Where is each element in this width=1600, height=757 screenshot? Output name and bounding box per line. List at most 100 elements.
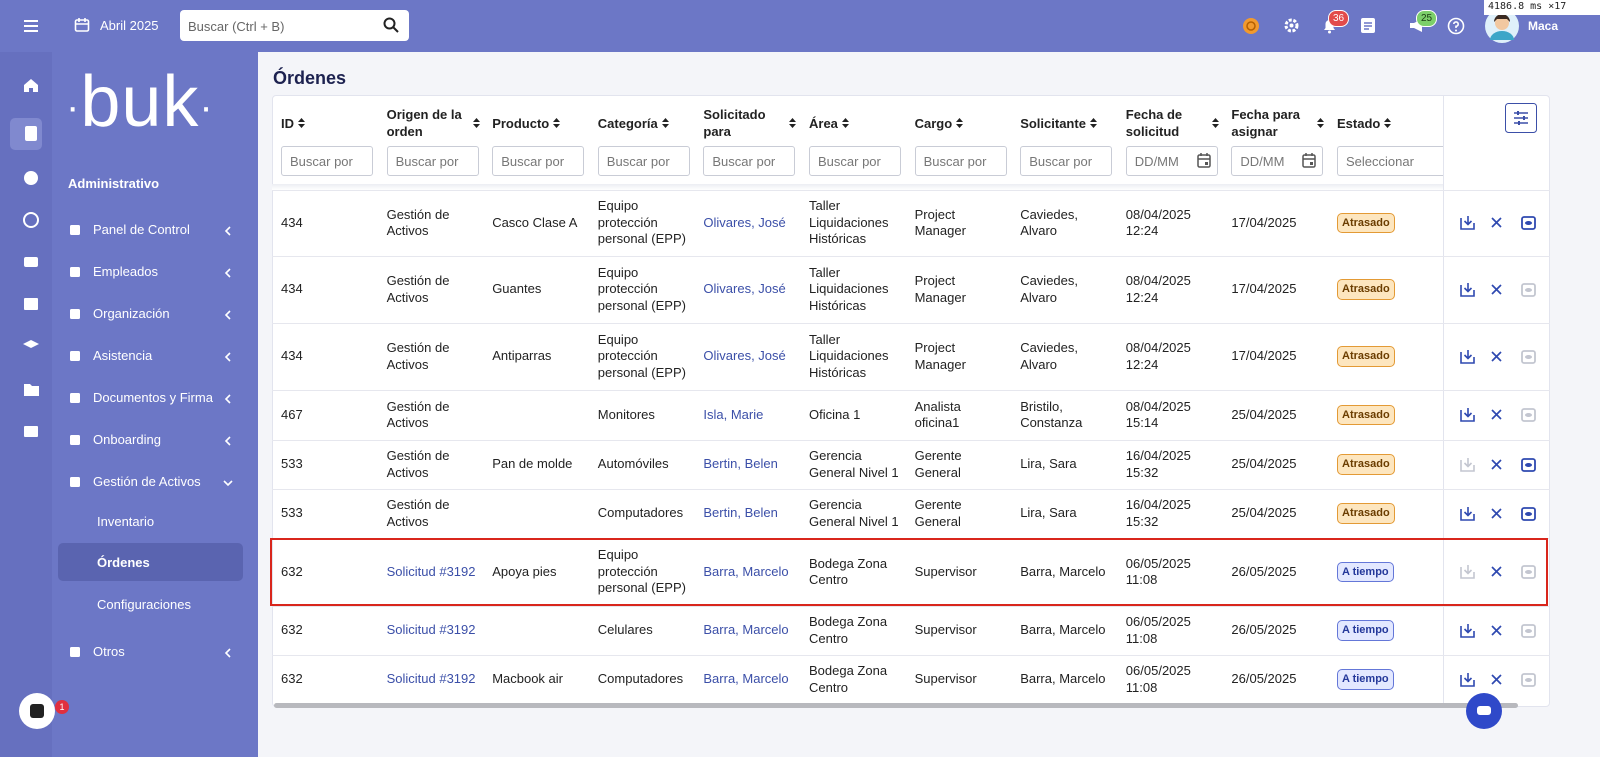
column-header[interactable]: Cargo: [915, 104, 1013, 142]
sort-icon[interactable]: [552, 117, 561, 129]
sort-icon[interactable]: [1383, 117, 1392, 129]
column-header[interactable]: ID: [281, 104, 379, 142]
action-icons[interactable]: [1458, 563, 1540, 581]
column-header[interactable]: Solicitante: [1020, 104, 1118, 142]
sort-icon[interactable]: [841, 117, 850, 129]
column-filter[interactable]: DD/MM: [1125, 146, 1218, 176]
cell-text: 06/05/2025 11:08: [1125, 663, 1191, 695]
table-cell: Bodega Zona Centro: [809, 606, 909, 655]
column-settings[interactable]: [1505, 103, 1537, 133]
sort-icon[interactable]: [1316, 117, 1325, 129]
status-icon[interactable]: [1242, 17, 1260, 35]
menu-item[interactable]: Empleados: [58, 263, 248, 283]
action-icons[interactable]: [1458, 348, 1540, 366]
chevron: [224, 648, 231, 658]
cell-text: Casco Clase A: [492, 214, 578, 230]
menu-item[interactable]: Documentos y Firma: [58, 389, 248, 409]
menu-item[interactable]: Onboarding: [58, 431, 248, 451]
cell-text: Oficina 1: [809, 406, 861, 422]
sort-icon[interactable]: [1211, 117, 1220, 129]
menu-item[interactable]: Asistencia: [58, 347, 248, 367]
column-filter[interactable]: Buscar por: [703, 146, 796, 176]
column-filter[interactable]: Buscar por: [1020, 146, 1113, 176]
column-filter[interactable]: Buscar por: [914, 146, 1007, 176]
avatar[interactable]: [1484, 8, 1520, 44]
logo[interactable]: ·buk·: [66, 66, 214, 143]
user-name[interactable]: Maca: [1528, 19, 1559, 33]
column-filter[interactable]: Buscar por: [597, 146, 690, 176]
cell-link[interactable]: Olivares, José: [703, 281, 786, 297]
column-filter[interactable]: Buscar por: [492, 146, 585, 176]
cell-text: 16/04/2025 15:32: [1125, 497, 1191, 529]
cell-link[interactable]: Olivares, José: [703, 214, 786, 230]
column-header[interactable]: Categoría: [598, 104, 696, 142]
sort-icon[interactable]: [788, 117, 797, 129]
column-header[interactable]: Área: [809, 104, 907, 142]
column-filter[interactable]: Buscar por: [809, 146, 901, 176]
column-filter[interactable]: DD/MM: [1231, 146, 1324, 176]
header-label: Solicitado para: [703, 107, 766, 139]
settings-icon[interactable]: [1283, 17, 1300, 34]
sort-icon[interactable]: [661, 117, 670, 129]
support-button[interactable]: [1465, 692, 1503, 730]
action-icons[interactable]: [1458, 671, 1540, 689]
cell-link[interactable]: Barra, Marcelo: [703, 622, 789, 638]
sort-icon[interactable]: [297, 117, 306, 129]
action-icons[interactable]: [1458, 456, 1540, 474]
cell-link[interactable]: Barra, Marcelo: [703, 563, 789, 579]
period[interactable]: Abril 2025: [100, 18, 159, 33]
menu-item[interactable]: Panel de Control: [58, 221, 248, 241]
cell-text: Caviedes, Alvaro: [1020, 206, 1078, 239]
search[interactable]: Buscar (Ctrl + B): [180, 10, 409, 41]
column-filter[interactable]: Buscar por: [386, 146, 479, 176]
action-icons[interactable]: [1458, 214, 1540, 232]
column-header[interactable]: Fecha de solicitud: [1126, 104, 1224, 142]
cell-link[interactable]: Solicitud #3192: [386, 671, 476, 687]
chat-button[interactable]: [18, 692, 56, 730]
action-icons[interactable]: [1458, 406, 1540, 424]
row-divider: [272, 323, 1550, 324]
notifications-badge: 36: [1328, 10, 1350, 27]
cell-text: Lira, Sara: [1020, 456, 1077, 472]
submenu-item[interactable]: Órdenes: [97, 555, 150, 570]
menu-icon[interactable]: [22, 17, 40, 35]
status-badge: Atrasado: [1337, 503, 1395, 524]
column-header[interactable]: Estado: [1337, 104, 1435, 142]
table-cell: 16/04/2025 15:32: [1126, 489, 1226, 538]
cell-link[interactable]: Bertin, Belen: [703, 505, 778, 521]
selected-item-bg: [58, 543, 243, 581]
table-cell: 533: [281, 489, 381, 538]
submenu-item[interactable]: Inventario: [97, 514, 155, 529]
sort-icon[interactable]: [955, 117, 964, 129]
sort-icon[interactable]: [472, 117, 481, 129]
column-filter[interactable]: Buscar por: [281, 146, 373, 176]
cell-link[interactable]: Bertin, Belen: [703, 456, 778, 472]
cell-link[interactable]: Isla, Marie: [703, 406, 764, 422]
cell-link[interactable]: Solicitud #3192: [386, 622, 476, 638]
action-icons[interactable]: [1458, 505, 1540, 523]
tasks-icon[interactable]: [1360, 17, 1376, 34]
cell-link[interactable]: Barra, Marcelo: [703, 671, 789, 687]
menu-item[interactable]: Gestión de Activos: [58, 473, 248, 493]
column-filter[interactable]: Seleccionar: [1337, 146, 1443, 176]
table-cell: 06/05/2025 11:08: [1126, 606, 1226, 655]
scrollbar[interactable]: [274, 703, 1518, 708]
table-cell: Barra, Marcelo: [1020, 538, 1120, 606]
help-icon[interactable]: [1447, 17, 1465, 35]
menu-item[interactable]: Organización: [58, 305, 248, 325]
menu-item[interactable]: Otros: [58, 643, 248, 663]
row-actions: [1458, 563, 1540, 581]
column-header[interactable]: Solicitado para: [703, 104, 801, 142]
submenu-item[interactable]: Configuraciones: [97, 597, 191, 612]
strip-icons[interactable]: [0, 52, 52, 757]
action-icons[interactable]: [1458, 281, 1540, 299]
table-cell: Bertin, Belen: [703, 440, 803, 489]
column-header[interactable]: Producto: [492, 104, 590, 142]
table-cell: Gerente General: [915, 440, 1015, 489]
cell-link[interactable]: Solicitud #3192: [386, 563, 476, 579]
column-header[interactable]: Fecha para asignar: [1231, 104, 1329, 142]
cell-link[interactable]: Olivares, José: [703, 348, 786, 364]
action-icons[interactable]: [1458, 622, 1540, 640]
sort-icon[interactable]: [1089, 117, 1098, 129]
column-header[interactable]: Origen de la orden: [387, 104, 485, 142]
